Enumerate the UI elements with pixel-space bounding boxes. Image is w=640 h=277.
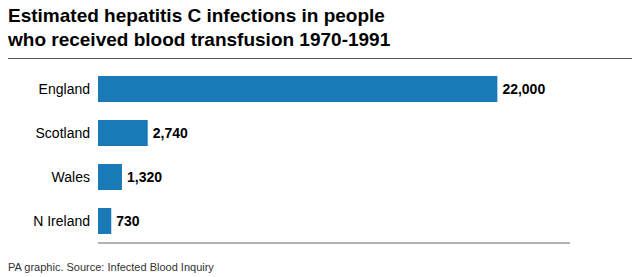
svg-text:N Ireland: N Ireland (33, 213, 90, 229)
svg-text:22,000: 22,000 (502, 81, 545, 97)
html-text:Estimated hepatitis C infectio: Estimated hepatitis C infections in peop… (8, 5, 385, 26)
svg-text:Scotland: Scotland (36, 125, 90, 141)
svg-text:2,740: 2,740 (153, 125, 188, 141)
svg-text:Wales: Wales (52, 169, 90, 185)
html-text:PA graphic. Source: Infected B: PA graphic. Source: Infected Blood Inqui… (8, 261, 214, 273)
svg-text:1,320: 1,320 (127, 169, 162, 185)
html-text:who received blood transfusion: who received blood transfusion 1970-1991 (8, 29, 391, 50)
svg-text:England: England (39, 81, 90, 97)
svg-text:730: 730 (116, 213, 140, 229)
